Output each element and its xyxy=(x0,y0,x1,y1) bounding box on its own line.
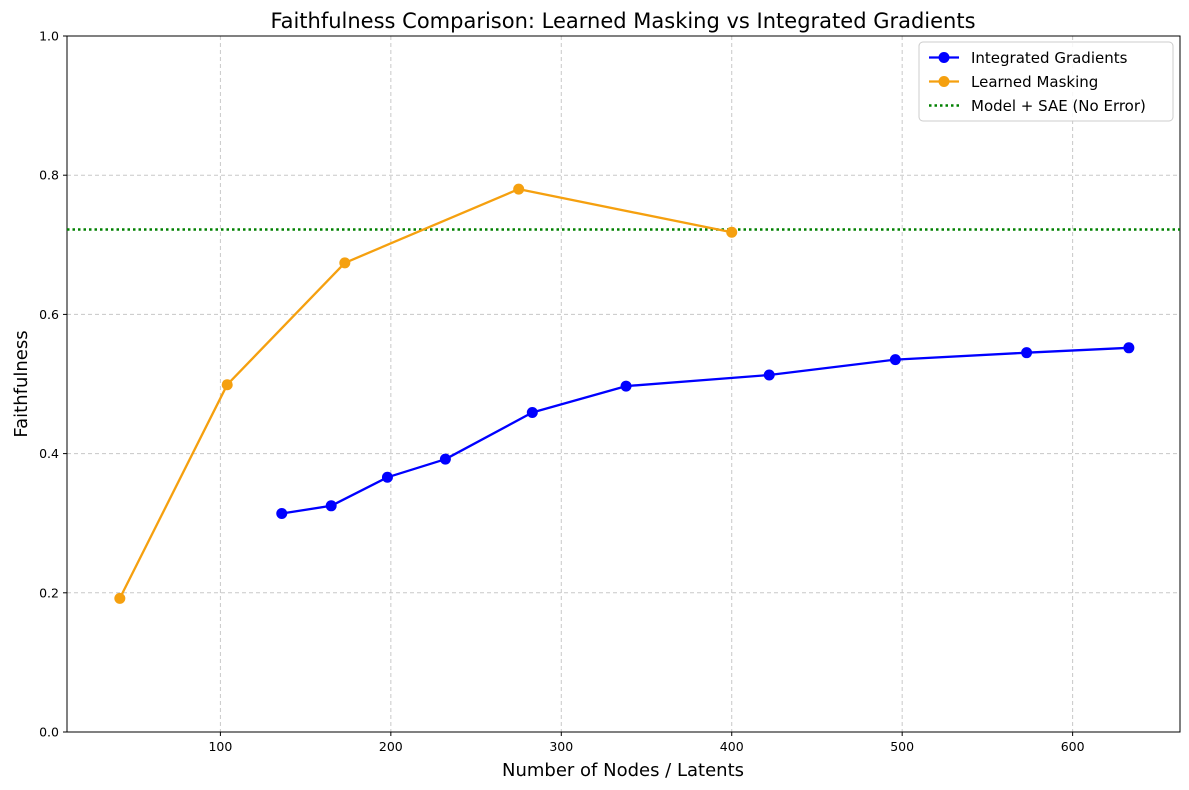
data-point-integrated-gradients xyxy=(889,354,901,366)
data-point-learned-masking xyxy=(339,257,351,269)
y-tick-label: 0.6 xyxy=(39,307,59,322)
y-axis-label: Faithfulness xyxy=(11,330,32,437)
data-point-integrated-gradients xyxy=(620,380,632,392)
series-line-learned-masking xyxy=(118,187,732,599)
series-learned-masking xyxy=(114,183,738,604)
y-tick-label: 0.0 xyxy=(39,725,59,740)
data-point-integrated-gradients xyxy=(439,453,451,465)
data-point-integrated-gradients xyxy=(763,369,775,381)
x-tick-label: 300 xyxy=(549,739,573,754)
series-line-integrated-gradients xyxy=(281,346,1129,515)
chart-title: Faithfulness Comparison: Learned Masking… xyxy=(270,9,975,33)
x-tick-label: 500 xyxy=(890,739,914,754)
data-point-integrated-gradients xyxy=(1123,342,1135,354)
x-tick-label: 100 xyxy=(208,739,232,754)
data-point-integrated-gradients xyxy=(1021,347,1033,359)
legend-label-integrated-gradients: Integrated Gradients xyxy=(971,49,1128,67)
series-layer xyxy=(114,183,1135,604)
x-axis-label: Number of Nodes / Latents xyxy=(502,760,744,781)
data-point-integrated-gradients xyxy=(381,471,393,483)
x-tick-label: 400 xyxy=(720,739,744,754)
plot-area-frame xyxy=(66,35,1181,733)
y-tick-label: 0.4 xyxy=(39,446,59,461)
y-tick-label: 0.8 xyxy=(39,168,59,183)
x-axis-ticks: 100 200 300 400 500 600 xyxy=(208,732,1085,754)
data-point-learned-masking xyxy=(114,592,126,604)
legend-label-learned-masking: Learned Masking xyxy=(971,73,1098,91)
x-tick-label: 600 xyxy=(1061,739,1085,754)
data-point-learned-masking xyxy=(221,379,233,391)
legend-box xyxy=(918,41,1174,122)
y-axis-ticks: 0.0 0.2 0.4 0.6 0.8 1.0 xyxy=(39,29,67,740)
legend-marker-integrated-gradients xyxy=(938,52,950,63)
legend: Integrated Gradients Learned Masking Mod… xyxy=(918,41,1174,122)
series-integrated-gradients xyxy=(276,342,1135,519)
legend-marker-learned-masking xyxy=(938,76,950,87)
y-tick-label: 1.0 xyxy=(39,29,59,44)
legend-label-model-sae: Model + SAE (No Error) xyxy=(971,97,1146,115)
data-point-integrated-gradients xyxy=(526,407,538,419)
data-point-learned-masking xyxy=(726,226,738,238)
x-tick-label: 200 xyxy=(379,739,403,754)
y-tick-label: 0.2 xyxy=(39,585,59,600)
data-point-learned-masking xyxy=(513,183,525,195)
data-point-integrated-gradients xyxy=(276,507,288,519)
data-point-integrated-gradients xyxy=(325,500,337,512)
